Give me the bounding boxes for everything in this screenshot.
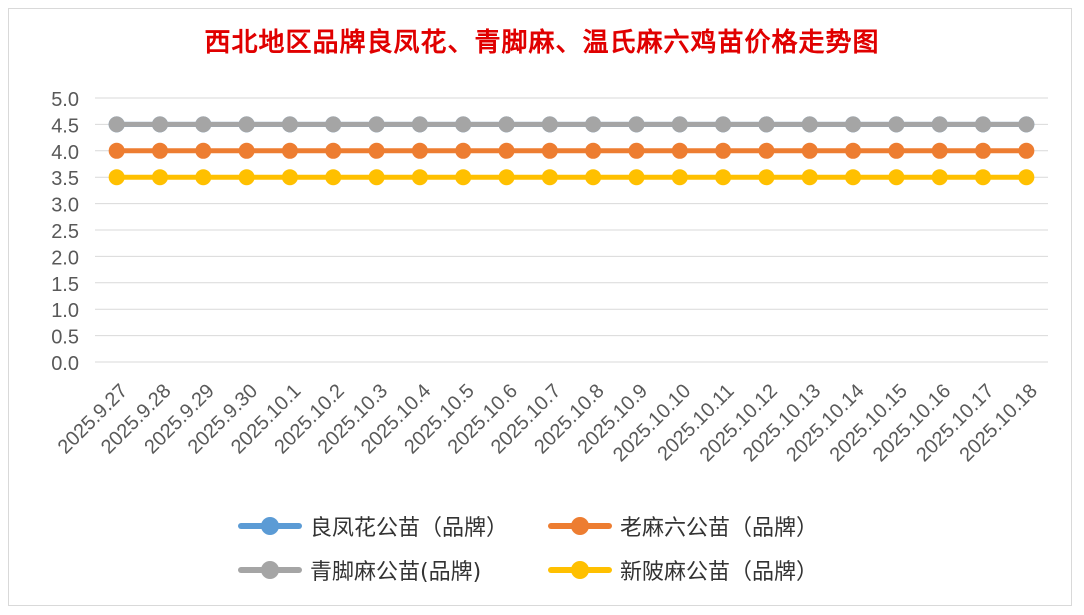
data-point	[238, 116, 255, 133]
legend-label: 青脚麻公苗(品牌)	[310, 560, 482, 585]
data-point	[238, 169, 255, 186]
data-point	[628, 116, 645, 133]
data-point	[108, 169, 125, 186]
data-point	[108, 142, 125, 159]
data-point	[1018, 116, 1035, 133]
legend-item-laomaliu[interactable]: 老麻六公苗（品牌）	[548, 510, 858, 542]
data-point	[975, 116, 992, 133]
legend-marker-icon	[548, 558, 612, 582]
y-tick-label: 5.0	[51, 89, 79, 111]
y-tick-label: 3.5	[51, 168, 79, 190]
data-point	[845, 169, 862, 186]
data-point	[931, 142, 948, 159]
data-point	[281, 169, 298, 186]
data-point	[671, 116, 688, 133]
y-tick-label: 1.5	[51, 274, 79, 296]
data-point	[498, 142, 515, 159]
data-point	[715, 116, 732, 133]
data-point	[845, 116, 862, 133]
legend-marker-icon	[238, 558, 302, 582]
data-point	[758, 169, 775, 186]
data-point	[455, 169, 472, 186]
data-point	[801, 142, 818, 159]
data-point	[585, 142, 602, 159]
data-point	[281, 142, 298, 159]
data-point	[975, 169, 992, 186]
data-point	[758, 116, 775, 133]
data-point	[931, 169, 948, 186]
legend-label: 新陂麻公苗（品牌）	[620, 560, 819, 585]
data-point	[888, 169, 905, 186]
legend-label: 良凤花公苗（品牌）	[310, 516, 509, 541]
data-point	[931, 116, 948, 133]
data-point	[368, 142, 385, 159]
data-point	[195, 116, 212, 133]
data-point	[975, 142, 992, 159]
data-point	[541, 116, 558, 133]
data-point	[585, 169, 602, 186]
data-point	[151, 116, 168, 133]
data-point	[715, 169, 732, 186]
data-point	[628, 169, 645, 186]
legend-label: 老麻六公苗（品牌）	[620, 516, 819, 541]
data-point	[715, 142, 732, 159]
data-point	[411, 142, 428, 159]
y-tick-label: 2.5	[51, 221, 79, 243]
data-point	[281, 116, 298, 133]
data-point	[628, 142, 645, 159]
data-point	[888, 142, 905, 159]
data-point	[411, 169, 428, 186]
data-point	[325, 116, 342, 133]
y-tick-label: 0.0	[51, 353, 79, 375]
y-tick-label: 0.5	[51, 327, 79, 349]
data-point	[758, 142, 775, 159]
chart-frame	[8, 8, 1072, 606]
data-point	[671, 169, 688, 186]
data-point	[108, 116, 125, 133]
legend-item-liangfenghua[interactable]: 良凤花公苗（品牌）	[238, 510, 548, 542]
data-point	[325, 169, 342, 186]
data-point	[888, 116, 905, 133]
data-point	[541, 142, 558, 159]
data-point	[498, 116, 515, 133]
data-point	[368, 116, 385, 133]
data-point	[151, 169, 168, 186]
data-point	[238, 142, 255, 159]
legend-marker-icon	[548, 514, 612, 538]
legend-item-xinpima[interactable]: 新陂麻公苗（品牌）	[548, 554, 858, 586]
y-tick-label: 1.0	[51, 300, 79, 322]
y-tick-label: 2.0	[51, 247, 79, 269]
y-tick-label: 4.5	[51, 115, 79, 137]
legend-marker-icon	[238, 514, 302, 538]
data-point	[671, 142, 688, 159]
y-tick-label: 3.0	[51, 195, 79, 217]
data-point	[1018, 142, 1035, 159]
data-point	[845, 142, 862, 159]
data-point	[195, 169, 212, 186]
data-point	[1018, 169, 1035, 186]
data-point	[411, 116, 428, 133]
data-point	[801, 116, 818, 133]
data-point	[368, 169, 385, 186]
chart-title: 西北地区品牌良凤花、青脚麻、温氏麻六鸡苗价格走势图	[204, 28, 880, 58]
data-point	[455, 142, 472, 159]
data-point	[498, 169, 515, 186]
y-tick-label: 4.0	[51, 142, 79, 164]
data-point	[455, 116, 472, 133]
chart-legend: 良凤花公苗（品牌） 老麻六公苗（品牌） 青脚麻公苗(品牌) 新陂麻公苗（品牌）	[238, 510, 878, 586]
data-point	[801, 169, 818, 186]
data-point	[541, 169, 558, 186]
data-point	[151, 142, 168, 159]
legend-item-qingjiaoma[interactable]: 青脚麻公苗(品牌)	[238, 554, 548, 586]
data-point	[195, 142, 212, 159]
data-point	[325, 142, 342, 159]
data-point	[585, 116, 602, 133]
